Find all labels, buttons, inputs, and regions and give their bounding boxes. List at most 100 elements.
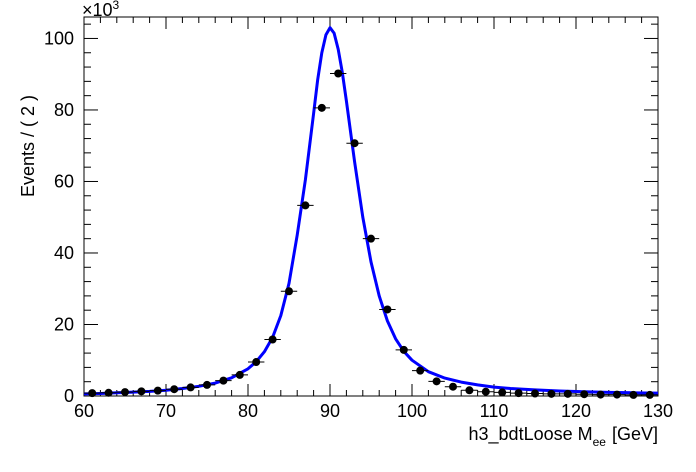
marker bbox=[334, 69, 343, 78]
plot-frame bbox=[83, 16, 659, 397]
y-axis-title: Events / ( 2 ) bbox=[18, 95, 38, 197]
fit-line bbox=[83, 26, 659, 396]
multiplier-exponent: 3 bbox=[113, 0, 120, 12]
marker bbox=[383, 305, 392, 314]
x-axis-title-subscript: ee bbox=[593, 435, 607, 449]
data-point bbox=[592, 390, 609, 399]
marker bbox=[268, 335, 277, 344]
x-axis-title: h3_bdtLoose Mee [GeV] bbox=[469, 424, 658, 449]
marker bbox=[596, 390, 605, 399]
axis-ticks bbox=[83, 17, 659, 397]
data-point bbox=[346, 139, 363, 148]
data-point bbox=[395, 345, 412, 354]
data-point bbox=[231, 370, 248, 379]
marker bbox=[613, 390, 621, 399]
y-tick-label: 80 bbox=[54, 100, 74, 120]
marker bbox=[170, 385, 179, 394]
fit-curve bbox=[83, 26, 659, 396]
data-point bbox=[100, 388, 117, 397]
marker bbox=[432, 377, 441, 386]
y-tick-labels: 0 20 40 60 80 100 bbox=[44, 28, 74, 406]
marker bbox=[514, 389, 523, 398]
data-point bbox=[461, 386, 478, 395]
marker bbox=[416, 366, 425, 375]
data-point bbox=[280, 287, 298, 296]
marker bbox=[252, 358, 261, 367]
data-point bbox=[166, 385, 183, 394]
data-point bbox=[116, 388, 134, 397]
marker bbox=[629, 390, 638, 399]
y-tick-label: 60 bbox=[54, 171, 74, 191]
marker bbox=[301, 201, 310, 210]
data-point bbox=[84, 389, 101, 398]
marker bbox=[645, 390, 654, 399]
marker bbox=[317, 103, 326, 112]
data-point bbox=[149, 386, 166, 395]
marker bbox=[547, 389, 556, 398]
marker bbox=[498, 388, 507, 397]
marker bbox=[367, 234, 375, 243]
marker bbox=[399, 345, 408, 354]
x-tick-label: 120 bbox=[561, 401, 591, 421]
marker bbox=[449, 382, 457, 391]
x-axis-title-unit: [GeV] bbox=[612, 424, 658, 444]
x-tick-label: 70 bbox=[156, 401, 176, 421]
multiplier-base: ×10 bbox=[82, 0, 113, 20]
data-point bbox=[559, 389, 576, 398]
y-axis-multiplier: ×103 bbox=[82, 0, 120, 20]
data-point bbox=[362, 234, 380, 243]
data-point bbox=[215, 376, 232, 385]
x-tick-label: 90 bbox=[320, 401, 340, 421]
y-tick-label: 40 bbox=[54, 243, 74, 263]
data-point bbox=[428, 377, 445, 386]
marker bbox=[153, 386, 162, 395]
marker bbox=[285, 287, 293, 296]
x-tick-labels: 60 70 80 90 100 110 120 130 bbox=[74, 401, 673, 421]
marker bbox=[186, 383, 195, 392]
data-point bbox=[412, 366, 429, 375]
marker bbox=[563, 389, 572, 398]
data-point bbox=[543, 389, 560, 398]
data-point bbox=[248, 358, 265, 367]
marker bbox=[235, 370, 244, 379]
marker bbox=[203, 380, 211, 389]
marker bbox=[481, 387, 490, 396]
marker bbox=[465, 386, 474, 395]
data-point bbox=[297, 201, 314, 210]
marker bbox=[350, 139, 359, 148]
marker bbox=[137, 387, 146, 396]
data-point bbox=[510, 389, 527, 398]
marker bbox=[531, 389, 539, 398]
data-point bbox=[641, 390, 658, 399]
y-tick-label: 100 bbox=[44, 28, 74, 48]
data-point bbox=[264, 335, 281, 344]
data-point bbox=[576, 390, 593, 399]
data-point bbox=[313, 103, 330, 112]
data-point bbox=[379, 305, 396, 314]
data-point bbox=[330, 69, 347, 78]
data-point bbox=[133, 387, 150, 396]
data-point bbox=[625, 390, 642, 399]
data-point bbox=[526, 389, 544, 398]
x-tick-label: 100 bbox=[397, 401, 427, 421]
marker bbox=[580, 390, 589, 399]
marker bbox=[88, 389, 97, 398]
x-tick-label: 60 bbox=[74, 401, 94, 421]
y-tick-label: 0 bbox=[64, 386, 74, 406]
marker bbox=[219, 376, 228, 385]
x-tick-label: 130 bbox=[643, 401, 673, 421]
x-tick-label: 110 bbox=[480, 401, 509, 421]
data-point bbox=[182, 383, 199, 392]
data-point bbox=[608, 390, 626, 399]
y-tick-label: 20 bbox=[54, 314, 74, 334]
marker bbox=[121, 388, 129, 397]
x-axis-title-main: h3_bdtLoose M bbox=[469, 424, 593, 445]
data-point bbox=[444, 382, 462, 391]
data-points bbox=[84, 69, 658, 399]
x-tick-label: 80 bbox=[238, 401, 258, 421]
data-point bbox=[198, 380, 216, 389]
data-point bbox=[477, 387, 494, 396]
marker bbox=[104, 388, 113, 397]
data-point bbox=[494, 388, 511, 397]
